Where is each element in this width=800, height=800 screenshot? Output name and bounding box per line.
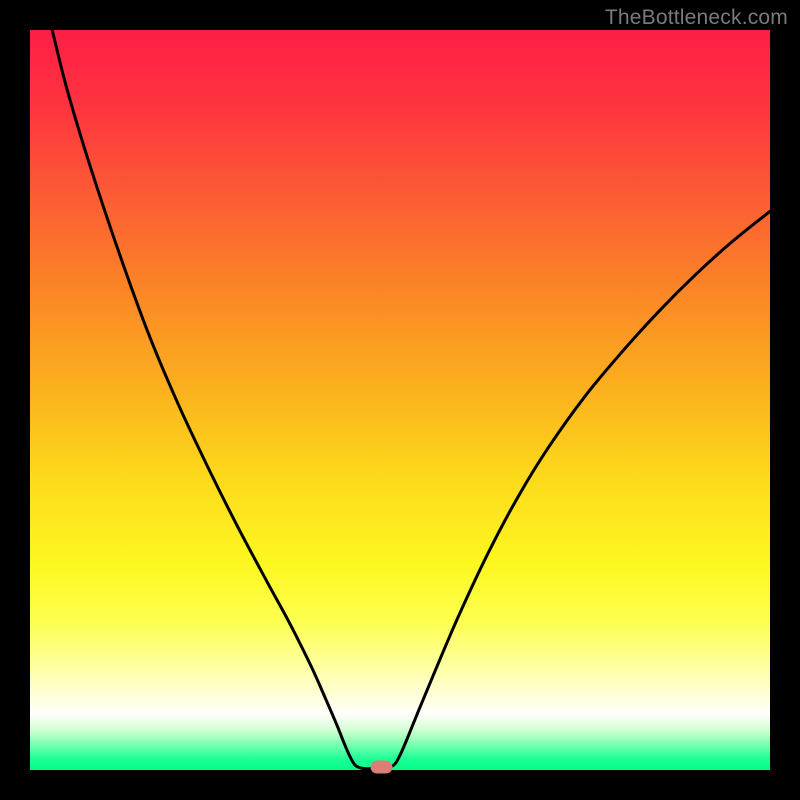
watermark-text: TheBottleneck.com xyxy=(605,6,788,30)
chart-background xyxy=(30,30,770,770)
minimum-marker xyxy=(371,761,393,774)
bottleneck-chart xyxy=(0,0,800,800)
